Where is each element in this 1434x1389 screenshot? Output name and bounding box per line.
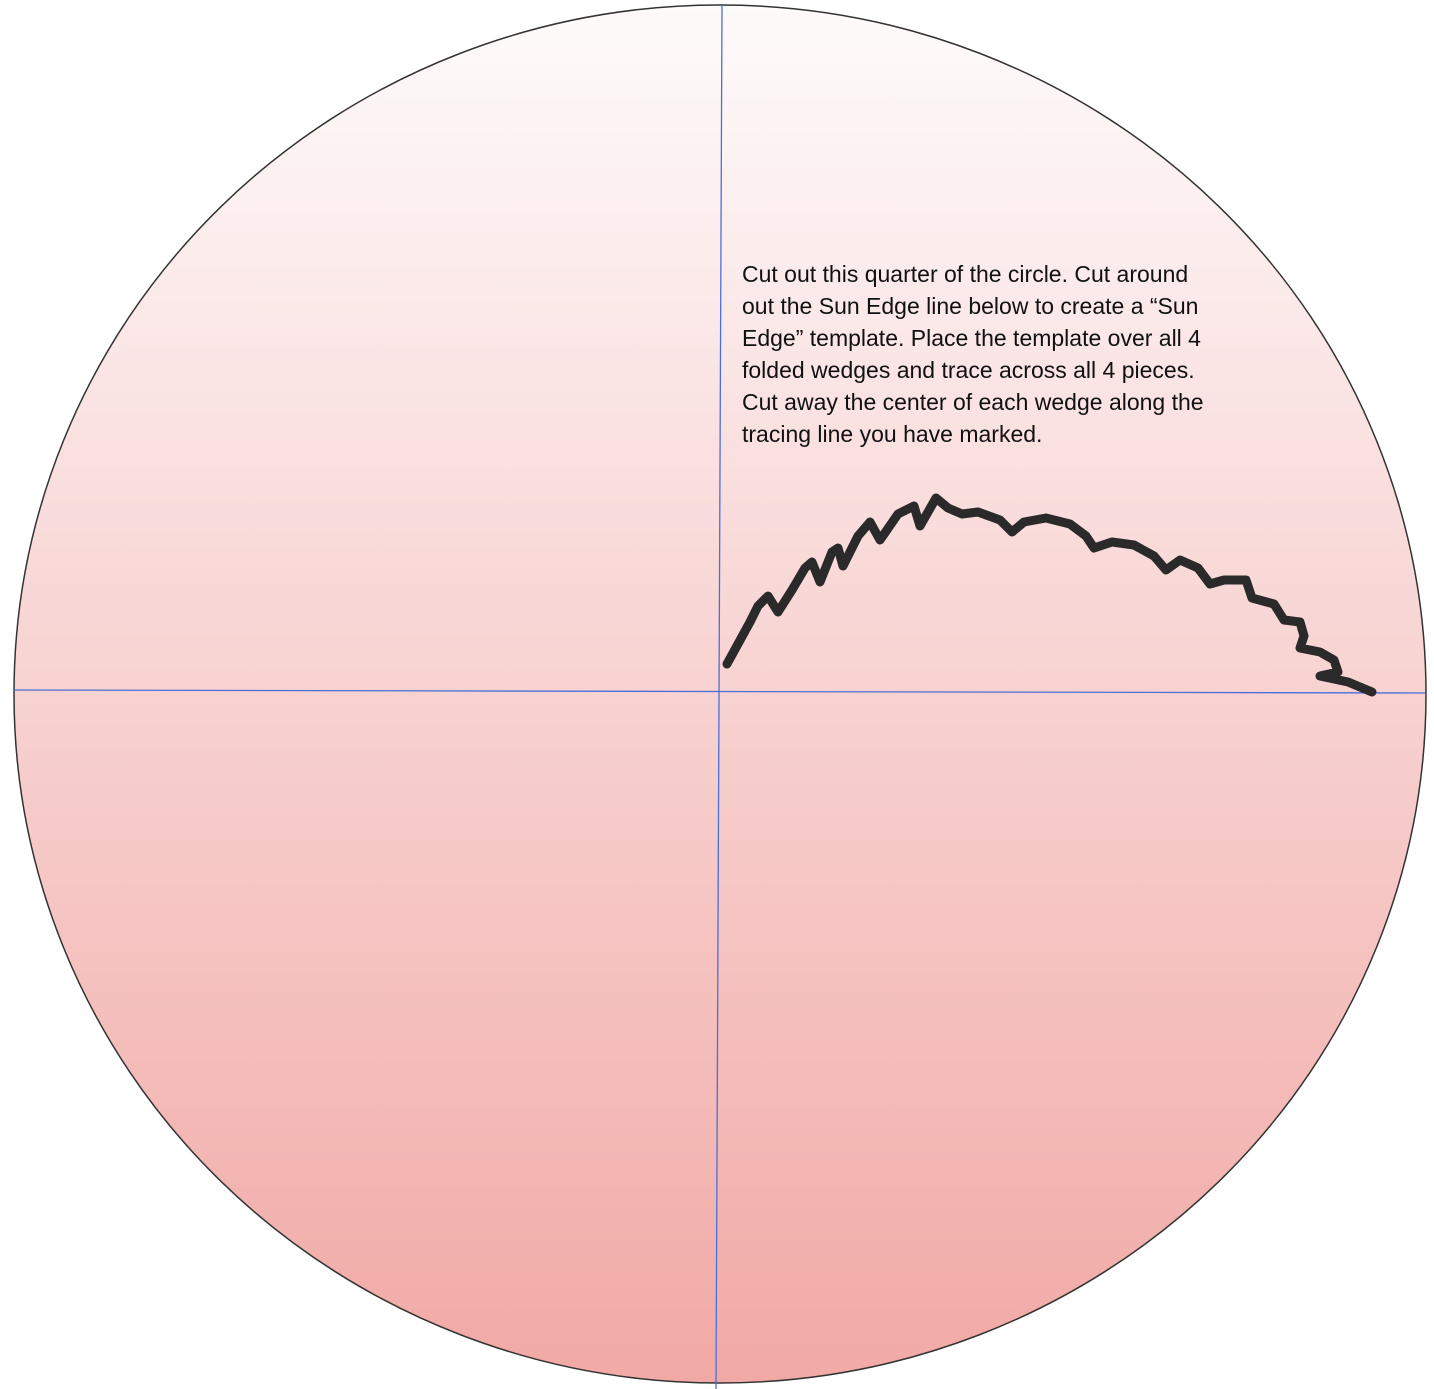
instruction-line: Edge” template. Place the template over …: [742, 325, 1201, 351]
instructions: Cut out this quarter of the circle. Cut …: [742, 261, 1204, 447]
instruction-line: Cut away the center of each wedge along …: [742, 389, 1204, 415]
sun-edge-line: [722, 493, 1377, 697]
instruction-line: folded wedges and trace across all 4 pie…: [742, 357, 1195, 383]
instruction-line: Cut out this quarter of the circle. Cut …: [742, 261, 1188, 287]
instruction-line: tracing line you have marked.: [742, 421, 1042, 447]
instruction-line: out the Sun Edge line below to create a …: [742, 293, 1198, 319]
horizontal-guide: [13, 689, 1426, 694]
circle: [13, 4, 1427, 1384]
vertical-guide: [715, 4, 723, 1389]
